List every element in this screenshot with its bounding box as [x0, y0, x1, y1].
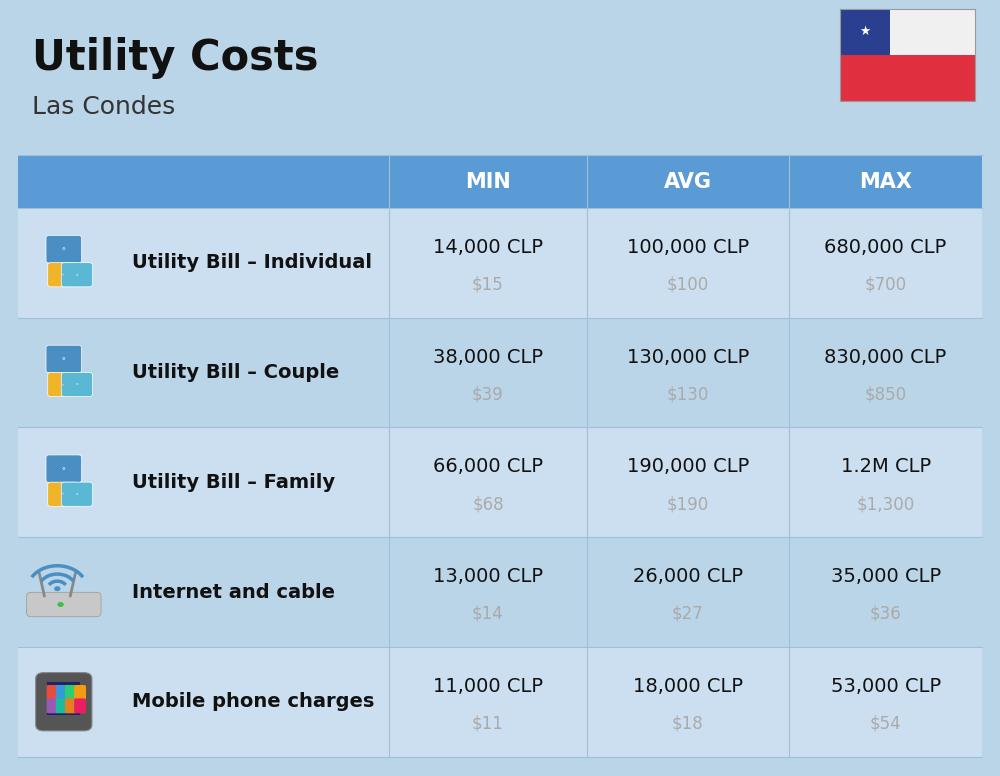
Text: 18,000 CLP: 18,000 CLP	[633, 677, 743, 696]
Bar	[840, 55, 975, 101]
FancyBboxPatch shape	[56, 698, 68, 713]
FancyBboxPatch shape	[61, 372, 92, 397]
Bar	[47, 682, 80, 715]
Text: $1,300: $1,300	[856, 495, 915, 513]
Text: MIN: MIN	[465, 171, 511, 192]
FancyBboxPatch shape	[27, 592, 101, 617]
Text: Utility Costs: Utility Costs	[32, 37, 318, 79]
FancyBboxPatch shape	[47, 685, 58, 700]
Text: $11: $11	[472, 715, 504, 733]
FancyBboxPatch shape	[65, 698, 77, 713]
Text: 130,000 CLP: 130,000 CLP	[627, 348, 749, 367]
Text: MAX: MAX	[859, 171, 912, 192]
FancyBboxPatch shape	[65, 685, 77, 700]
FancyBboxPatch shape	[48, 263, 79, 287]
Text: 53,000 CLP: 53,000 CLP	[831, 677, 941, 696]
Circle shape	[57, 602, 64, 607]
Text: ⚙: ⚙	[62, 248, 66, 251]
Text: 680,000 CLP: 680,000 CLP	[824, 238, 947, 257]
Text: 11,000 CLP: 11,000 CLP	[433, 677, 543, 696]
Bar	[840, 9, 975, 55]
Bar	[840, 9, 890, 55]
FancyBboxPatch shape	[46, 455, 82, 483]
Text: $27: $27	[672, 605, 704, 623]
FancyBboxPatch shape	[61, 482, 92, 506]
FancyBboxPatch shape	[74, 685, 86, 700]
Bar	[18, 317, 982, 428]
Text: $14: $14	[472, 605, 504, 623]
Text: $54: $54	[870, 715, 901, 733]
Text: $39: $39	[472, 386, 504, 404]
Text: Utility Bill – Family: Utility Bill – Family	[132, 473, 335, 492]
Text: 13,000 CLP: 13,000 CLP	[433, 567, 543, 586]
Text: Internet and cable: Internet and cable	[132, 583, 335, 601]
Text: ❄: ❄	[76, 492, 78, 496]
Text: 26,000 CLP: 26,000 CLP	[633, 567, 743, 586]
Text: 35,000 CLP: 35,000 CLP	[831, 567, 941, 586]
Text: $100: $100	[667, 275, 709, 294]
Bar	[840, 9, 975, 101]
FancyBboxPatch shape	[61, 263, 92, 287]
Text: $18: $18	[672, 715, 704, 733]
FancyBboxPatch shape	[48, 482, 79, 506]
Text: Mobile phone charges: Mobile phone charges	[132, 692, 374, 712]
Text: 38,000 CLP: 38,000 CLP	[433, 348, 543, 367]
Circle shape	[54, 586, 61, 591]
Text: $850: $850	[865, 386, 907, 404]
Text: AVG: AVG	[664, 171, 712, 192]
Text: Utility Bill – Couple: Utility Bill – Couple	[132, 363, 339, 382]
Text: 830,000 CLP: 830,000 CLP	[824, 348, 947, 367]
Text: 100,000 CLP: 100,000 CLP	[627, 238, 749, 257]
Bar	[18, 537, 982, 647]
Text: $15: $15	[472, 275, 504, 294]
Bar	[18, 647, 982, 757]
Text: ★: ★	[859, 26, 871, 38]
Text: 190,000 CLP: 190,000 CLP	[627, 457, 749, 476]
Text: ⚙: ⚙	[62, 466, 66, 471]
Text: ⚡: ⚡	[62, 383, 64, 386]
Text: $36: $36	[870, 605, 901, 623]
Text: Las Condes: Las Condes	[32, 95, 175, 119]
Text: ⚙: ⚙	[62, 357, 66, 361]
Text: $68: $68	[472, 495, 504, 513]
Bar	[18, 155, 982, 208]
Text: ❄: ❄	[76, 273, 78, 277]
Text: 1.2M CLP: 1.2M CLP	[841, 457, 931, 476]
Text: 14,000 CLP: 14,000 CLP	[433, 238, 543, 257]
Text: $190: $190	[667, 495, 709, 513]
Text: $130: $130	[667, 386, 709, 404]
Text: Utility Bill – Individual: Utility Bill – Individual	[132, 253, 372, 272]
FancyBboxPatch shape	[46, 235, 82, 263]
Bar	[18, 428, 982, 537]
Text: ❄: ❄	[76, 383, 78, 386]
FancyBboxPatch shape	[56, 685, 68, 700]
FancyBboxPatch shape	[36, 673, 92, 731]
FancyBboxPatch shape	[48, 372, 79, 397]
FancyBboxPatch shape	[46, 345, 82, 372]
Bar	[18, 208, 982, 317]
Text: $700: $700	[865, 275, 907, 294]
Text: ⚡: ⚡	[62, 492, 64, 496]
Text: 66,000 CLP: 66,000 CLP	[433, 457, 543, 476]
Text: ⚡: ⚡	[62, 273, 64, 277]
FancyBboxPatch shape	[47, 698, 58, 713]
FancyBboxPatch shape	[74, 698, 86, 713]
